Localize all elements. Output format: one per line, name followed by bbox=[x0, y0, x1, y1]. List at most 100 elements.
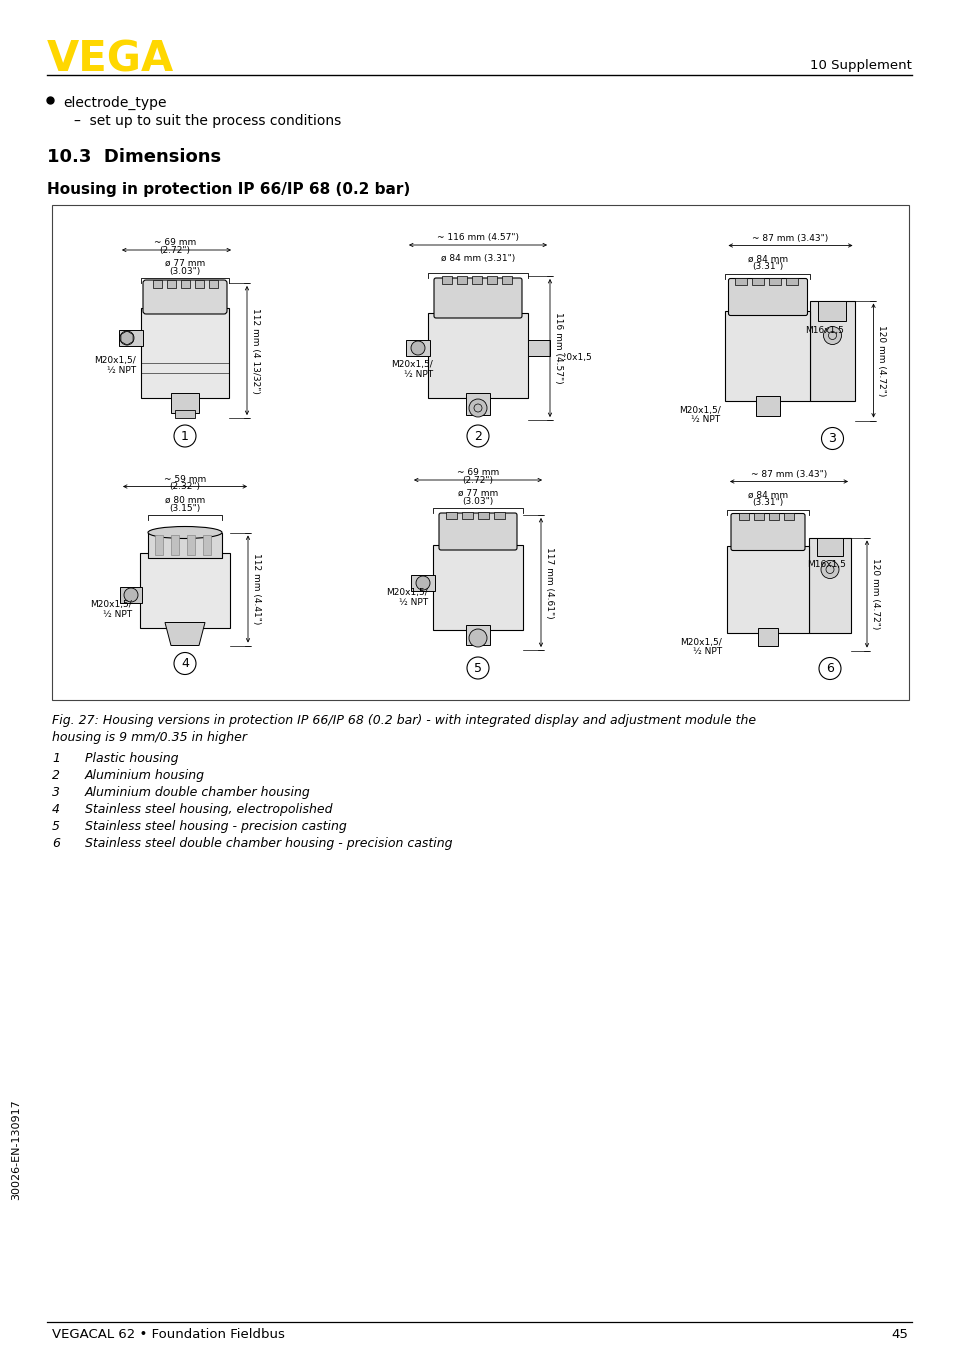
Bar bbox=[119, 330, 143, 347]
Text: ½ NPT: ½ NPT bbox=[691, 416, 720, 425]
Text: (2.32"): (2.32") bbox=[170, 482, 200, 492]
Bar bbox=[755, 395, 780, 416]
Bar bbox=[785, 278, 798, 284]
Text: Stainless steel housing - precision casting: Stainless steel housing - precision cast… bbox=[85, 821, 346, 833]
Circle shape bbox=[821, 428, 842, 450]
Bar bbox=[472, 276, 481, 284]
Text: 10.3  Dimensions: 10.3 Dimensions bbox=[47, 148, 221, 167]
Text: 2: 2 bbox=[474, 429, 481, 443]
Text: M16x1,5: M16x1,5 bbox=[804, 325, 843, 334]
Text: (3.03"): (3.03") bbox=[170, 267, 200, 276]
Text: (3.15"): (3.15") bbox=[170, 504, 200, 513]
FancyBboxPatch shape bbox=[434, 278, 521, 318]
Bar bbox=[141, 307, 229, 398]
Bar bbox=[465, 393, 490, 414]
Text: (3.31"): (3.31") bbox=[752, 498, 782, 508]
Text: 120 mm (4.72"): 120 mm (4.72") bbox=[870, 558, 879, 630]
Bar bbox=[461, 512, 473, 519]
Bar bbox=[752, 278, 763, 284]
Bar bbox=[768, 513, 779, 520]
Bar bbox=[753, 513, 763, 520]
Bar bbox=[739, 513, 748, 520]
Text: (2.72"): (2.72") bbox=[462, 477, 493, 485]
Circle shape bbox=[469, 399, 486, 417]
Text: ½ NPT: ½ NPT bbox=[692, 647, 721, 657]
Text: ø 77 mm: ø 77 mm bbox=[165, 259, 205, 268]
Bar bbox=[527, 340, 550, 356]
Text: 117 mm (4.61"): 117 mm (4.61") bbox=[544, 547, 554, 619]
Bar bbox=[724, 310, 810, 401]
Ellipse shape bbox=[148, 527, 222, 539]
Text: ø 84 mm: ø 84 mm bbox=[747, 255, 787, 264]
Text: housing is 9 mm/0.35 in higher: housing is 9 mm/0.35 in higher bbox=[52, 731, 247, 743]
Text: ½ NPT: ½ NPT bbox=[403, 370, 433, 379]
Bar bbox=[171, 393, 199, 413]
Circle shape bbox=[173, 425, 195, 447]
Bar bbox=[203, 535, 211, 555]
Text: 4: 4 bbox=[52, 803, 60, 816]
Text: Stainless steel double chamber housing - precision casting: Stainless steel double chamber housing -… bbox=[85, 837, 452, 850]
Text: 1: 1 bbox=[52, 751, 60, 765]
Circle shape bbox=[467, 657, 489, 678]
Bar bbox=[486, 276, 497, 284]
Text: ø 84 mm (3.31"): ø 84 mm (3.31") bbox=[440, 255, 515, 263]
Bar bbox=[465, 626, 490, 645]
Circle shape bbox=[467, 425, 489, 447]
Bar bbox=[726, 546, 808, 632]
Text: M20x1,5/: M20x1,5/ bbox=[91, 600, 132, 609]
Bar bbox=[769, 278, 781, 284]
Bar bbox=[148, 532, 222, 558]
Text: M20x1,5/: M20x1,5/ bbox=[386, 588, 428, 597]
Bar bbox=[501, 276, 512, 284]
Text: Aluminium double chamber housing: Aluminium double chamber housing bbox=[85, 787, 311, 799]
Circle shape bbox=[822, 326, 841, 344]
Polygon shape bbox=[165, 623, 205, 646]
Text: ø 80 mm: ø 80 mm bbox=[165, 496, 205, 505]
Circle shape bbox=[173, 653, 195, 674]
Bar bbox=[808, 538, 850, 632]
Text: ~ 69 mm: ~ 69 mm bbox=[153, 238, 196, 246]
Text: 112 mm (4.41"): 112 mm (4.41") bbox=[252, 554, 261, 624]
Bar bbox=[494, 512, 504, 519]
Bar bbox=[411, 575, 435, 590]
Bar bbox=[428, 313, 527, 398]
Bar bbox=[209, 280, 218, 288]
Bar bbox=[818, 301, 845, 321]
Text: M20x1,5/: M20x1,5/ bbox=[391, 360, 433, 370]
Bar bbox=[171, 535, 179, 555]
Text: 2: 2 bbox=[52, 769, 60, 783]
Text: electrode_type: electrode_type bbox=[63, 96, 167, 110]
Text: 10 Supplement: 10 Supplement bbox=[809, 60, 911, 72]
Text: ~ 87 mm (3.43"): ~ 87 mm (3.43") bbox=[752, 233, 828, 242]
Text: 4: 4 bbox=[181, 657, 189, 670]
Circle shape bbox=[821, 561, 838, 578]
Text: VEGA: VEGA bbox=[47, 38, 174, 80]
Text: 1: 1 bbox=[181, 429, 189, 443]
Text: Stainless steel housing, electropolished: Stainless steel housing, electropolished bbox=[85, 803, 333, 816]
Text: ½ NPT: ½ NPT bbox=[107, 366, 136, 375]
Text: 3: 3 bbox=[52, 787, 60, 799]
Circle shape bbox=[469, 630, 486, 647]
Text: ~ 116 mm (4.57"): ~ 116 mm (4.57") bbox=[436, 233, 518, 242]
Text: 120 mm (4.72"): 120 mm (4.72") bbox=[877, 325, 885, 397]
Text: (2.72"): (2.72") bbox=[159, 246, 191, 255]
Circle shape bbox=[411, 341, 424, 355]
Text: ~ 87 mm (3.43"): ~ 87 mm (3.43") bbox=[750, 470, 826, 478]
Bar bbox=[456, 276, 467, 284]
Bar bbox=[152, 280, 162, 288]
Text: 5: 5 bbox=[474, 662, 481, 674]
FancyBboxPatch shape bbox=[728, 279, 806, 315]
Bar bbox=[735, 278, 747, 284]
Text: Plastic housing: Plastic housing bbox=[85, 751, 178, 765]
Circle shape bbox=[416, 575, 430, 590]
Text: M20x1,5: M20x1,5 bbox=[553, 353, 591, 362]
Bar bbox=[181, 280, 190, 288]
Bar bbox=[194, 280, 204, 288]
Bar bbox=[174, 410, 194, 418]
Bar bbox=[120, 588, 142, 603]
Bar bbox=[187, 535, 194, 555]
Text: ½ NPT: ½ NPT bbox=[103, 611, 132, 619]
Bar bbox=[140, 552, 230, 627]
Bar bbox=[783, 513, 793, 520]
Text: ø 84 mm: ø 84 mm bbox=[747, 490, 787, 500]
